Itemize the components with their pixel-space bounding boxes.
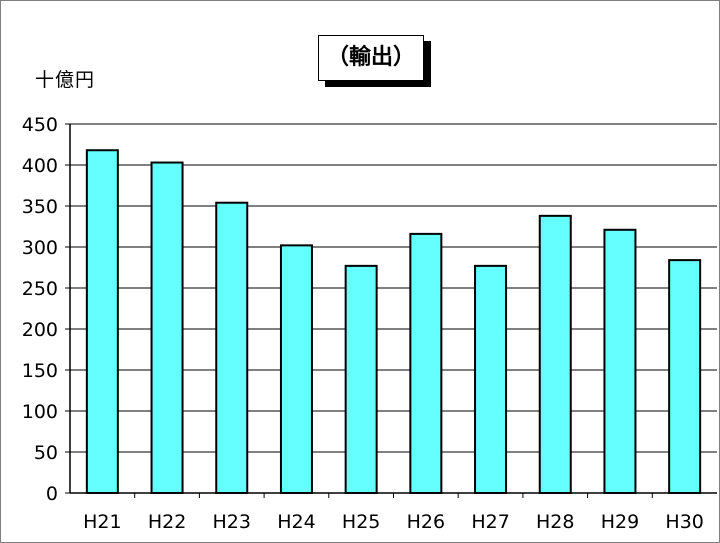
- x-tick-label: H25: [342, 511, 380, 533]
- chart-title: （輸出）: [318, 35, 424, 81]
- bar: [150, 161, 184, 494]
- bar: [603, 228, 637, 494]
- bar: [538, 214, 572, 494]
- x-tick-label: H22: [148, 511, 186, 533]
- bars: [85, 149, 702, 495]
- bar: [344, 264, 378, 494]
- y-tick-label: 450: [22, 114, 58, 136]
- bar: [215, 201, 249, 494]
- x-tick-label: H30: [665, 511, 703, 533]
- bar: [668, 259, 702, 494]
- x-tick-label: H21: [83, 511, 121, 533]
- x-tick-label: H23: [213, 511, 251, 533]
- y-tick-label: 150: [22, 360, 58, 382]
- y-tick-label: 100: [22, 401, 58, 423]
- y-tick-label: 300: [22, 237, 58, 259]
- y-axis-unit-label: 十億円: [35, 69, 96, 91]
- y-tick-label: 0: [46, 483, 58, 505]
- x-tick-label: H27: [471, 511, 509, 533]
- y-tick-label: 200: [22, 319, 58, 341]
- y-tick-label: 50: [34, 442, 58, 464]
- y-tick-label: 250: [22, 278, 58, 300]
- bar: [279, 244, 313, 494]
- axes: [65, 123, 717, 498]
- x-tick-label: H28: [536, 511, 574, 533]
- x-tick-label: H24: [277, 511, 315, 533]
- y-tick-label: 350: [22, 196, 58, 218]
- bar: [409, 232, 443, 494]
- x-tick-label: H29: [601, 511, 639, 533]
- bar: [474, 264, 508, 494]
- y-tick-label: 400: [22, 155, 58, 177]
- x-tick-label: H26: [407, 511, 445, 533]
- x-tick-labels: H21 H22 H23 H24 H25 H26 H27 H28 H29 H30: [83, 511, 704, 533]
- bar: [85, 149, 119, 495]
- y-tick-labels: 0 50 100 150 200 250 300 350 400 450: [22, 114, 58, 505]
